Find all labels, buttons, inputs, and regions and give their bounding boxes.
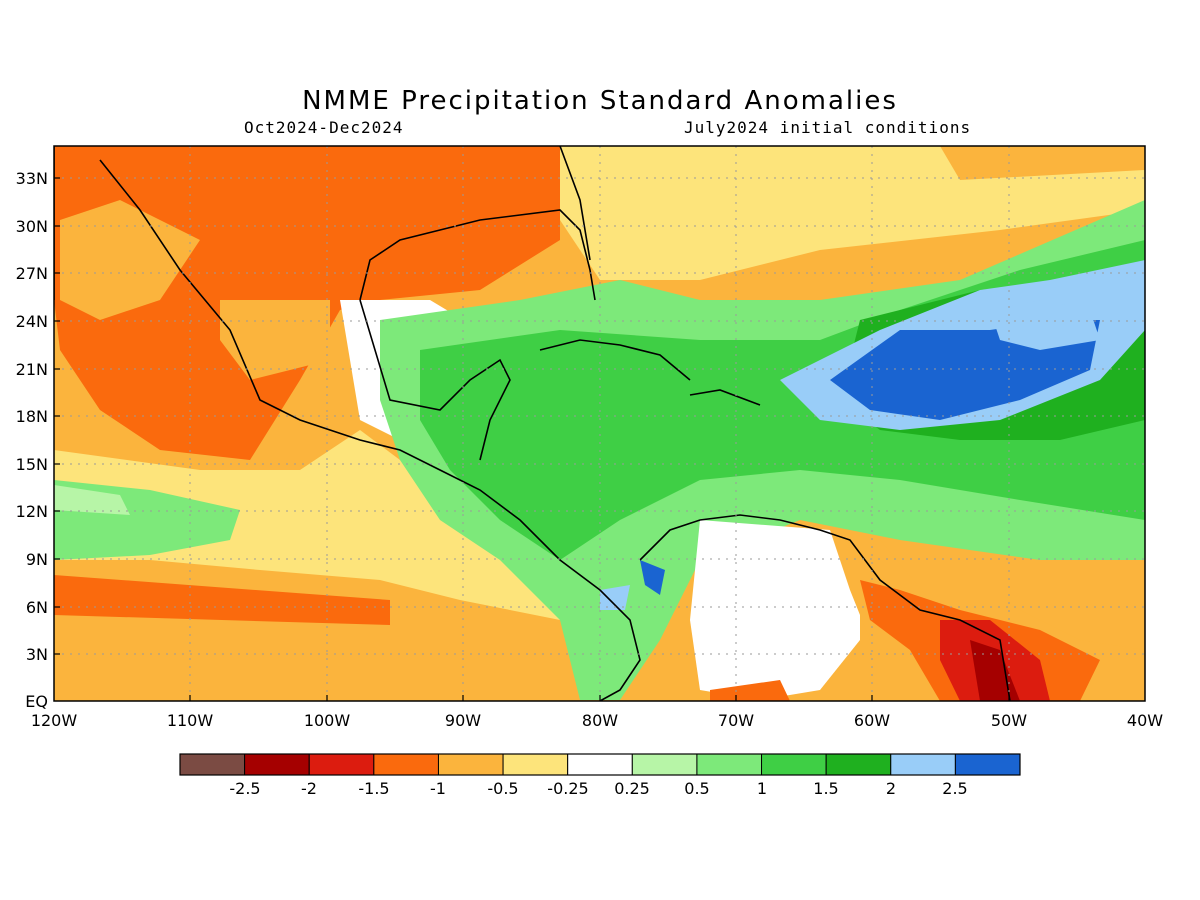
- lon-label: 50W: [991, 711, 1027, 730]
- colorbar-swatch: [761, 753, 827, 776]
- colorbar-swatch: [179, 753, 246, 776]
- colorbar-frame: [179, 753, 1021, 776]
- colorbar-swatch: [954, 753, 1021, 776]
- colorbar-swatch: [825, 753, 892, 776]
- colorbar-label: 1.5: [813, 779, 838, 798]
- colorbar-swatch: [437, 753, 504, 776]
- lon-label: 100W: [304, 711, 351, 730]
- lat-label: 9N: [26, 550, 48, 569]
- map-title: NMME Precipitation Standard Anomalies: [302, 86, 898, 116]
- lon-label: 90W: [445, 711, 481, 730]
- colorbar-swatch: [308, 753, 375, 776]
- colorbar-label: -1: [430, 779, 446, 798]
- coastlines: [54, 146, 1011, 701]
- lat-label: 30N: [16, 217, 48, 236]
- colorbar-label: -0.25: [547, 779, 588, 798]
- colorbar-swatch: [631, 753, 698, 776]
- colorbar-label: -2: [301, 779, 317, 798]
- gridlines: [54, 146, 1145, 701]
- lon-label: 80W: [582, 711, 618, 730]
- colorbar-label: 1: [757, 779, 767, 798]
- colorbar-swatch: [890, 753, 956, 776]
- colorbar-label: -0.5: [487, 779, 518, 798]
- colorbar-label: -1.5: [358, 779, 389, 798]
- colorbar-label: 2: [886, 779, 896, 798]
- colorbar-label: 0.5: [684, 779, 709, 798]
- lat-label: 15N: [16, 455, 48, 474]
- colorbar-swatch: [696, 753, 763, 776]
- colorbar-swatch: [373, 753, 439, 776]
- colorbar-swatch: [244, 753, 310, 776]
- lon-label: 70W: [718, 711, 754, 730]
- lat-label: EQ: [25, 692, 48, 711]
- lat-label: 12N: [16, 502, 48, 521]
- lat-label: 3N: [26, 645, 48, 664]
- colorbar-label: 2.5: [942, 779, 967, 798]
- lat-label: 27N: [16, 264, 48, 283]
- lat-label: 18N: [16, 407, 48, 426]
- colorbar-label: 0.25: [614, 779, 650, 798]
- lon-label: 60W: [854, 711, 890, 730]
- lon-label: 40W: [1127, 711, 1163, 730]
- colorbar-swatches: [179, 753, 1021, 776]
- colorbar-labels: -2.5 -2 -1.5 -1 -0.5 -0.25 0.25 0.5 1 1.…: [229, 779, 967, 798]
- lat-label: 24N: [16, 312, 48, 331]
- axis-ticks: [54, 177, 1010, 701]
- colorbar-label: -2.5: [229, 779, 260, 798]
- lon-label: 110W: [167, 711, 214, 730]
- lat-label: 21N: [16, 360, 48, 379]
- forecast-period: Oct2024-Dec2024: [244, 118, 404, 137]
- lat-label: 6N: [26, 598, 48, 617]
- latitude-labels: 33N 30N 27N 24N 21N 18N 15N 12N 9N 6N 3N…: [16, 169, 48, 711]
- initial-conditions: July2024 initial conditions: [684, 118, 972, 137]
- longitude-labels: 120W 110W 100W 90W 80W 70W 60W 50W 40W: [31, 711, 1163, 730]
- lon-label: 120W: [31, 711, 78, 730]
- lat-label: 33N: [16, 169, 48, 188]
- colorbar: -2.5 -2 -1.5 -1 -0.5 -0.25 0.25 0.5 1 1.…: [179, 753, 1021, 798]
- anomaly-shading: [54, 146, 1145, 701]
- colorbar-swatch: [502, 753, 569, 776]
- colorbar-swatch: [567, 753, 633, 776]
